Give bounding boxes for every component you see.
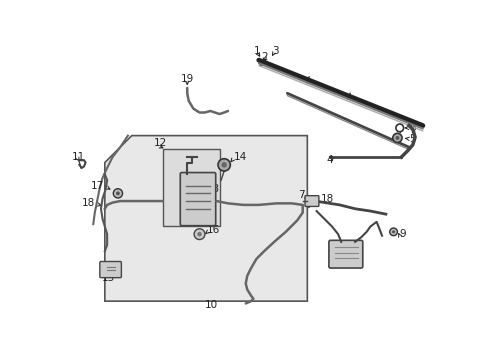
Bar: [163, 149, 220, 226]
Circle shape: [116, 192, 120, 195]
FancyBboxPatch shape: [305, 195, 319, 206]
Circle shape: [390, 228, 397, 236]
Text: 2: 2: [262, 52, 269, 62]
Text: 6: 6: [409, 123, 416, 133]
Text: 14: 14: [233, 152, 246, 162]
Text: 15: 15: [102, 273, 115, 283]
Text: 7: 7: [297, 190, 304, 200]
Text: 18: 18: [320, 194, 334, 204]
Text: 17: 17: [91, 181, 104, 191]
Text: 1: 1: [254, 46, 261, 56]
Text: 19: 19: [181, 73, 194, 84]
Text: 11: 11: [72, 152, 85, 162]
Text: 12: 12: [153, 138, 167, 148]
FancyBboxPatch shape: [180, 172, 216, 226]
Text: 10: 10: [204, 300, 218, 310]
FancyBboxPatch shape: [329, 240, 363, 268]
Circle shape: [395, 136, 399, 140]
FancyBboxPatch shape: [100, 261, 122, 278]
Text: 16: 16: [207, 225, 220, 235]
Text: 18: 18: [81, 198, 95, 208]
Polygon shape: [105, 136, 307, 301]
Circle shape: [197, 232, 202, 237]
Circle shape: [221, 162, 227, 167]
Circle shape: [393, 133, 402, 143]
Text: 8: 8: [344, 248, 351, 258]
Text: 3: 3: [271, 46, 278, 56]
Circle shape: [396, 124, 404, 132]
Circle shape: [194, 229, 205, 239]
Circle shape: [113, 189, 122, 198]
Text: 4: 4: [326, 155, 333, 165]
Text: 13: 13: [207, 184, 220, 194]
Circle shape: [392, 230, 395, 233]
Text: 9: 9: [400, 229, 406, 239]
Circle shape: [218, 159, 230, 171]
Text: 5: 5: [409, 134, 416, 144]
